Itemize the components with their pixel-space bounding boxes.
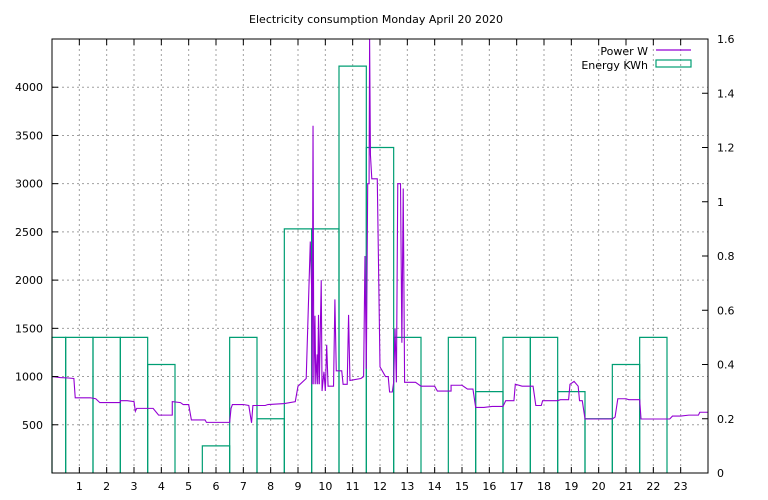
y-right-tick-label-7: 1.4 bbox=[717, 87, 735, 100]
y-right-tick-label-0: 0 bbox=[717, 467, 724, 480]
y-right-tick-label-6: 1.2 bbox=[717, 142, 735, 155]
y-left-tick-label-3000: 3000 bbox=[15, 178, 43, 191]
legend: Power W Energy KWh bbox=[581, 45, 692, 72]
energy-bar-hour-4 bbox=[147, 363, 176, 473]
x-tick-label-17: 17 bbox=[510, 480, 524, 493]
x-tick-label-19: 19 bbox=[564, 480, 578, 493]
y-right-tick-label-8: 1.6 bbox=[717, 33, 735, 46]
y-right-tick-label-3: 0.6 bbox=[717, 304, 735, 317]
y-right-tick-label-5: 1 bbox=[717, 196, 724, 209]
x-tick-label-21: 21 bbox=[619, 480, 633, 493]
x-tick-label-9: 9 bbox=[295, 480, 302, 493]
y-axis-right-ticks: 0 0.2 0.4 0.6 0.8 1 1.2 1.4 1.6 bbox=[702, 33, 735, 480]
x-tick-label-4: 4 bbox=[158, 480, 165, 493]
grid bbox=[52, 39, 708, 473]
y-right-tick-label-2: 0.4 bbox=[717, 359, 735, 372]
y-right-tick-label-1: 0.2 bbox=[717, 413, 735, 426]
x-tick-label-12: 12 bbox=[373, 480, 387, 493]
x-tick-label-18: 18 bbox=[537, 480, 551, 493]
legend-energy-label: Energy KWh bbox=[581, 59, 648, 72]
energy-series bbox=[51, 65, 668, 473]
legend-energy-swatch bbox=[655, 59, 692, 68]
x-tick-label-2: 2 bbox=[103, 480, 110, 493]
energy-bar-hour-13 bbox=[393, 336, 422, 473]
energy-bar-hour-0 bbox=[51, 336, 67, 473]
x-tick-label-14: 14 bbox=[428, 480, 442, 493]
y-axis-left-ticks: 500 1000 1500 2000 2500 3000 3500 4000 bbox=[15, 81, 58, 432]
x-tick-label-20: 20 bbox=[592, 480, 606, 493]
x-tick-label-16: 16 bbox=[482, 480, 496, 493]
x-tick-label-5: 5 bbox=[185, 480, 192, 493]
x-tick-label-8: 8 bbox=[267, 480, 274, 493]
y-right-tick-label-4: 0.8 bbox=[717, 250, 735, 263]
x-tick-label-13: 13 bbox=[400, 480, 414, 493]
x-tick-label-11: 11 bbox=[346, 480, 360, 493]
y-left-tick-label-500: 500 bbox=[22, 419, 43, 432]
x-axis-ticks: 1 2 3 4 5 6 7 8 9 10 11 12 13 14 15 16 17 18 19 20 21 22 23 bbox=[76, 39, 688, 493]
y-left-tick-label-1500: 1500 bbox=[15, 322, 43, 335]
legend-power-label: Power W bbox=[600, 45, 648, 58]
y-left-tick-label-1000: 1000 bbox=[15, 371, 43, 384]
power-series bbox=[51, 38, 708, 423]
x-tick-label-23: 23 bbox=[674, 480, 688, 493]
x-tick-label-6: 6 bbox=[213, 480, 220, 493]
x-tick-label-15: 15 bbox=[455, 480, 469, 493]
y-left-tick-label-3500: 3500 bbox=[15, 129, 43, 142]
y-left-tick-label-2000: 2000 bbox=[15, 274, 43, 287]
y-left-tick-label-2500: 2500 bbox=[15, 226, 43, 239]
x-tick-label-1: 1 bbox=[76, 480, 83, 493]
chart-title: Electricity consumption Monday April 20 … bbox=[249, 13, 503, 26]
x-tick-label-3: 3 bbox=[131, 480, 138, 493]
x-tick-label-10: 10 bbox=[318, 480, 332, 493]
x-tick-label-22: 22 bbox=[646, 480, 660, 493]
y-left-tick-label-4000: 4000 bbox=[15, 81, 43, 94]
x-tick-label-7: 7 bbox=[240, 480, 247, 493]
power-line bbox=[51, 38, 708, 423]
